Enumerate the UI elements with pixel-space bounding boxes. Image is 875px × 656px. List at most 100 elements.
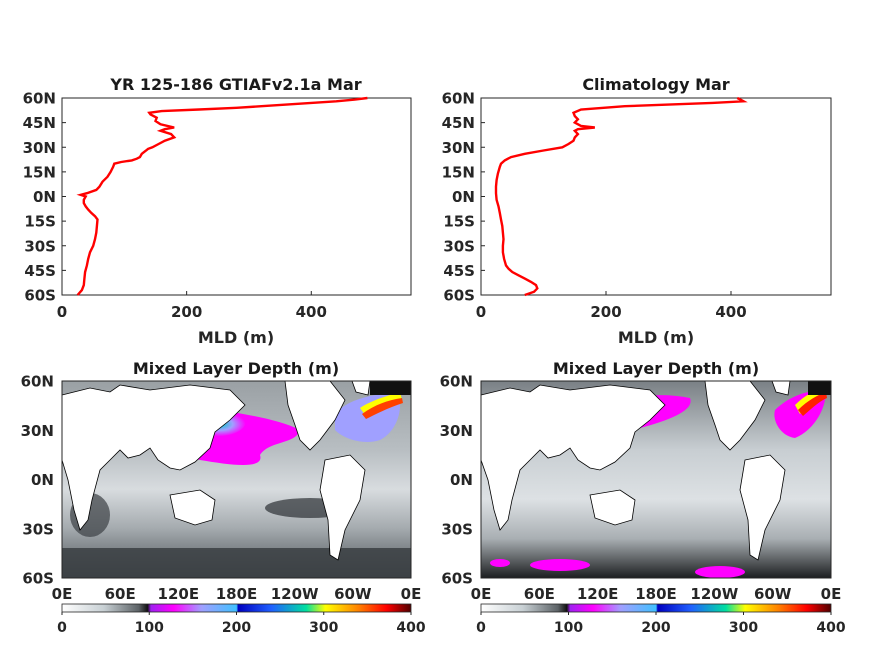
colorbar xyxy=(480,603,832,613)
x-tick-label: 400 xyxy=(296,303,327,321)
map-y-tick-label: 60N xyxy=(440,373,473,391)
panel-title: Mixed Layer Depth (m) xyxy=(553,359,759,378)
map-y-tick-label: 30N xyxy=(21,422,54,440)
x-tick-label: 200 xyxy=(590,303,621,321)
map-x-tick-label: 0E xyxy=(52,585,73,603)
map-x-tick-label: 180E xyxy=(216,585,258,603)
map-y-tick-label: 60S xyxy=(441,570,473,588)
map-x-tick-labels: 0E 60E 120E 180E 120W 60W 0E xyxy=(471,585,842,603)
map-x-tick-label: 0E xyxy=(471,585,492,603)
x-tick-labels: 0 200 400 xyxy=(57,291,327,321)
map-x-tick-label: 180E xyxy=(635,585,677,603)
y-tick-label: 15S xyxy=(24,213,56,231)
y-tick-label: 30S xyxy=(443,237,475,255)
map-y-tick-label: 0N xyxy=(450,471,473,489)
map-y-tick-labels: 60N 30N 0N 30S 60S xyxy=(21,373,54,588)
southern-deep-band xyxy=(62,548,411,578)
mld-map xyxy=(480,380,831,578)
x-axis-label: MLD (m) xyxy=(618,328,694,347)
mld-profile-line xyxy=(76,96,368,296)
south-america-land xyxy=(739,454,786,561)
y-tick-label: 30S xyxy=(24,237,56,255)
north-america-land xyxy=(704,380,766,451)
y-tick-label: 60N xyxy=(23,90,56,108)
colorbar-tick-labels: 0 100 200 300 400 xyxy=(57,612,426,636)
map-y-tick-label: 30N xyxy=(440,422,473,440)
y-tick-label: 45N xyxy=(23,114,56,132)
colorbar-tick-label: 0 xyxy=(476,620,486,636)
map-x-tick-label: 60E xyxy=(105,585,136,603)
y-tick-labels: 60N 45N 30N 15N 0N 15S 30S 45S 60S xyxy=(23,90,66,305)
map-frame xyxy=(480,380,832,579)
y-tick-label: 30N xyxy=(23,139,56,157)
map-y-tick-label: 30S xyxy=(22,520,54,538)
map-x-tick-label: 60W xyxy=(754,585,792,603)
mld-map xyxy=(61,380,411,578)
colorbar xyxy=(61,603,412,613)
mld-profile-line xyxy=(494,96,748,297)
colorbar-tick-label: 100 xyxy=(554,620,583,636)
arctic-deep xyxy=(808,381,831,395)
map-y-tick-label: 0N xyxy=(31,471,54,489)
arctic-deep xyxy=(370,381,411,395)
x-tick-label: 0 xyxy=(57,303,67,321)
map-x-tick-label: 60W xyxy=(334,585,372,603)
panel-title: Climatology Mar xyxy=(582,75,729,94)
y-tick-label: 15N xyxy=(23,163,56,181)
y-tick-label: 60S xyxy=(24,287,56,305)
map-x-tick-label: 60E xyxy=(524,585,555,603)
labrador-core xyxy=(798,392,827,416)
y-tick-label: 30N xyxy=(442,139,475,157)
map-frame xyxy=(61,380,412,579)
colorbar-tick-labels: 0 100 200 300 400 xyxy=(476,612,846,636)
x-tick-label: 200 xyxy=(171,303,202,321)
eurasia-africa-land xyxy=(480,384,666,531)
colorbar-tick-label: 300 xyxy=(309,620,338,636)
map-x-tick-label: 0E xyxy=(821,585,842,603)
australia-land xyxy=(169,489,216,526)
map-y-tick-label: 60N xyxy=(21,373,54,391)
map-y-tick-labels: 60N 30N 0N 30S 60S xyxy=(440,373,473,588)
y-tick-label: 15S xyxy=(443,213,475,231)
south-america-land xyxy=(319,454,366,561)
australia-land xyxy=(589,489,636,526)
plot-frame xyxy=(480,97,832,296)
y-tick-label: 45N xyxy=(442,114,475,132)
map-y-tick-label: 60S xyxy=(22,570,54,588)
y-tick-label: 0N xyxy=(33,188,56,206)
north-america-land xyxy=(284,380,346,451)
eurasia-africa-land xyxy=(61,384,246,531)
y-tick-label: 60N xyxy=(442,90,475,108)
colorbar-tick-label: 400 xyxy=(396,620,425,636)
colorbar-tick-label: 200 xyxy=(222,620,251,636)
map-y-tick-label: 30S xyxy=(441,520,473,538)
panel-profile-climatology: Climatology Mar 60N45N30N15N0N15S30S45S6… xyxy=(442,75,832,347)
x-tick-label: 0 xyxy=(476,303,486,321)
y-tick-label: 15N xyxy=(442,163,475,181)
x-tick-label: 400 xyxy=(715,303,746,321)
southern-high-mld-2 xyxy=(695,566,745,578)
southern-high-mld-3 xyxy=(490,559,510,567)
colorbar-tick-label: 0 xyxy=(57,620,67,636)
panel-profile-model: YR 125-186 GTIAFv2.1a Mar 60N 45N 30N 15N 0N… xyxy=(23,75,412,347)
colorbar-tick-label: 400 xyxy=(816,620,845,636)
colorbar-tick-label: 200 xyxy=(641,620,670,636)
map-x-tick-label: 120W xyxy=(271,585,319,603)
panel-title: YR 125-186 GTIAFv2.1a Mar xyxy=(109,75,361,94)
y-tick-label: 45S xyxy=(24,262,56,280)
x-tick-labels: 0 200 400 xyxy=(476,291,747,321)
y-tick-labels: 60N 45N 30N 15N 0N 15S 30S 45S 60S xyxy=(442,90,485,305)
labrador-core xyxy=(362,398,403,419)
x-axis-label: MLD (m) xyxy=(198,328,274,347)
map-x-tick-label: 120E xyxy=(577,585,619,603)
map-x-tick-label: 0E xyxy=(401,585,422,603)
map-x-tick-label: 120W xyxy=(690,585,738,603)
southern-high-mld-1 xyxy=(530,559,590,571)
y-tick-label: 60S xyxy=(443,287,475,305)
colorbar-tick-label: 300 xyxy=(729,620,758,636)
y-tick-label: 0N xyxy=(452,188,475,206)
y-tick-label: 45S xyxy=(443,262,475,280)
